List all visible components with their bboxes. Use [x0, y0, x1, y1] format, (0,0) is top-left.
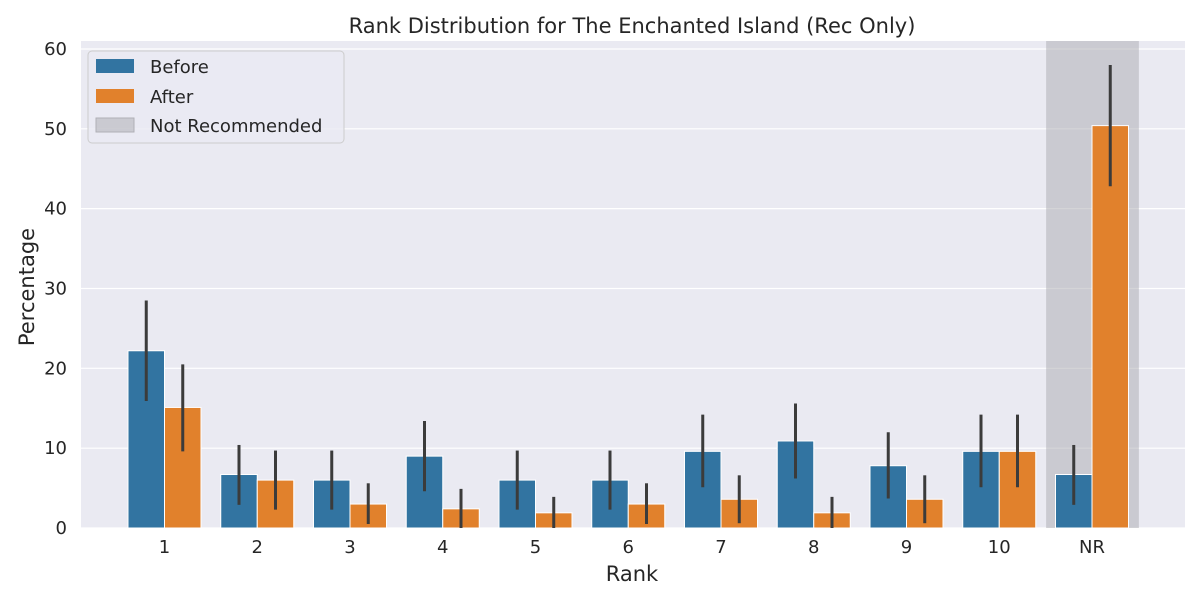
error-bars — [144, 64, 1112, 528]
y-tick-label: 50 — [44, 119, 67, 140]
bar-after-nr — [1091, 125, 1129, 529]
x-tick-label: 9 — [901, 537, 912, 558]
x-tick-label: 7 — [715, 537, 726, 558]
x-tick-label: 2 — [252, 537, 263, 558]
x-tick-label: 8 — [808, 537, 819, 558]
legend-label-after: After — [150, 87, 194, 108]
y-tick-label: 20 — [44, 358, 67, 379]
x-tick-label: 3 — [344, 537, 355, 558]
x-tick-label: 1 — [159, 537, 170, 558]
legend-swatch-before — [96, 59, 134, 73]
x-tick-label: 6 — [623, 537, 634, 558]
chart-title: Rank Distribution for The Enchanted Isla… — [349, 14, 916, 38]
legend-swatch-not-recommended — [95, 117, 135, 133]
y-tick-label: 40 — [44, 199, 67, 220]
legend-swatch-after — [96, 89, 134, 103]
x-tick-label: NR — [1079, 537, 1105, 558]
x-tick-label: 4 — [437, 537, 448, 558]
y-tick-label: 0 — [56, 518, 67, 539]
legend-frame — [87, 50, 345, 144]
y-tick-label: 60 — [44, 39, 67, 60]
legend-label-before: Before — [150, 57, 209, 78]
y-tick-labels: 0 10 20 30 40 50 60 — [44, 39, 67, 539]
y-tick-label: 10 — [44, 438, 67, 459]
bar-before-1 — [127, 350, 165, 529]
x-tick-label: 5 — [530, 537, 541, 558]
y-axis-title: Percentage — [15, 228, 39, 346]
legend-label-not-recommended: Not Recommended — [150, 116, 322, 137]
x-axis-title: Rank — [606, 562, 659, 586]
legend: Before After Not Recommended — [87, 50, 345, 144]
x-tick-label: 10 — [988, 537, 1011, 558]
x-tick-labels: 1 2 3 4 5 6 7 8 9 10 NR — [159, 537, 1105, 558]
y-tick-label: 30 — [44, 278, 67, 299]
